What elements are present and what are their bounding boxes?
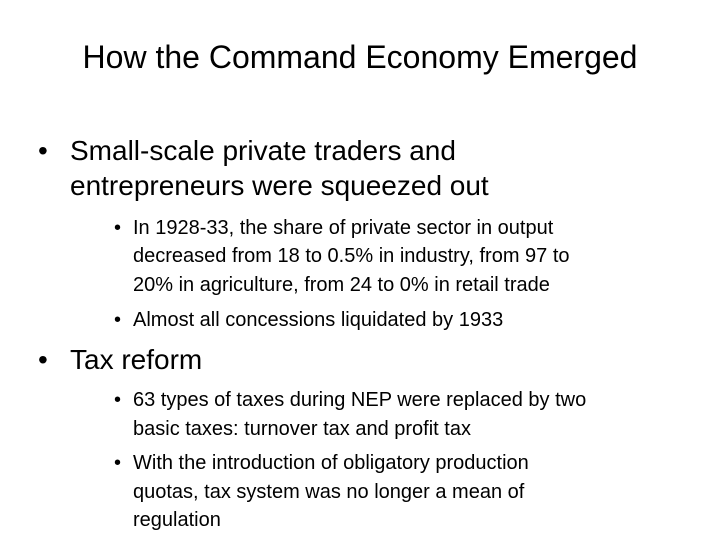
sub-bullet-text: 20% in agriculture, from 24 to 0% in ret… (133, 273, 550, 296)
sub-bullet: • Almost all concessions liquidated by 19… (0, 306, 720, 335)
sub-bullet-text: regulation (133, 509, 221, 531)
sub-bullet-dot: • (114, 308, 122, 331)
sub-bullet: • With the introduction of obligatory pro… (0, 449, 720, 535)
bullet-dot: • (38, 134, 48, 166)
sub-bullet-dot: • (114, 389, 122, 411)
sub-bullet-dot: • (114, 216, 122, 239)
sub-bullet: • In 1928-33, the share of private sector… (0, 214, 720, 300)
slide-title: How the Command Economy Emerged (82, 39, 638, 75)
sub-bullet: • 63 types of taxes during NEP were repla… (0, 386, 720, 443)
bullet-text: Tax reform (70, 344, 203, 375)
sub-bullet-text: 63 types of taxes during NEP were replac… (133, 389, 587, 411)
sub-bullet-text: quotas, tax system was no longer a mean … (133, 480, 525, 503)
sub-bullet-dot: • (114, 452, 122, 474)
bullet-list: • Small-scale private traders and entrepre… (0, 133, 720, 535)
bullet-text: Small-scale private traders and (70, 134, 456, 166)
bullet: • Tax reform (0, 342, 720, 377)
sub-bullet-text: decreased from 18 to 0.5% in industry, f… (133, 245, 570, 267)
bullet-dot: • (38, 344, 48, 375)
sub-bullet-text: Almost all concessions liquidated by 193… (133, 308, 504, 331)
sub-bullet-text: In 1928-33, the share of private sector … (133, 216, 554, 239)
sub-bullet-text: With the introduction of obligatory prod… (133, 452, 529, 474)
sub-bullet-text: basic taxes: turnover tax and profit tax (133, 417, 471, 440)
bullet-text: entrepreneurs were squeezed out (70, 169, 489, 201)
bullet: • Small-scale private traders and entrepre… (0, 133, 720, 203)
